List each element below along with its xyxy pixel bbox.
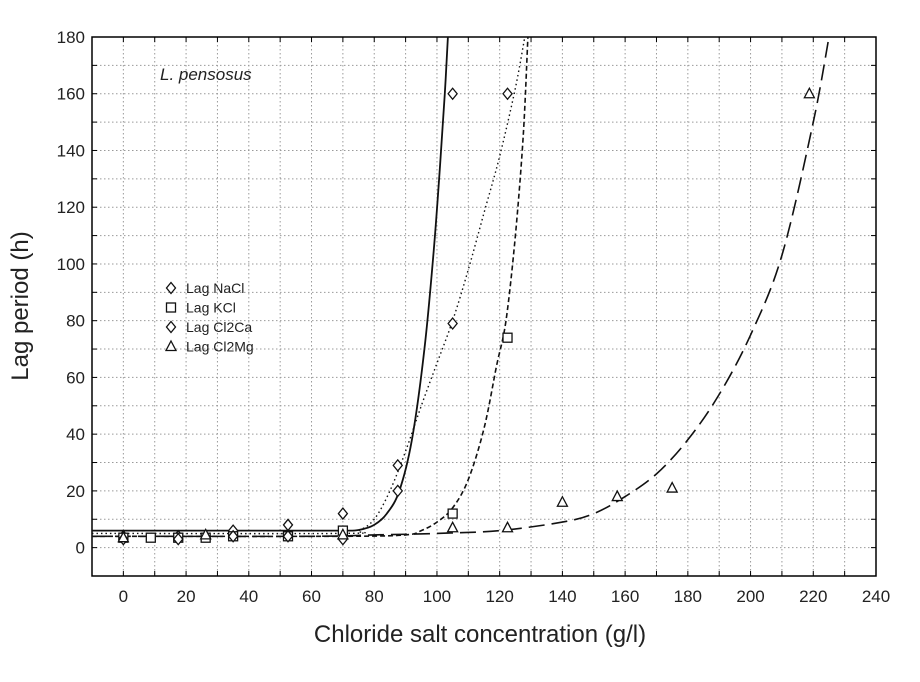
y-tick-label: 0 xyxy=(76,539,85,558)
y-tick-label: 60 xyxy=(66,368,85,387)
data-point-series-3 xyxy=(556,495,569,507)
species-annotation: L. pensosus xyxy=(160,65,252,84)
y-tick-label: 20 xyxy=(66,482,85,501)
x-tick-label: 220 xyxy=(799,587,827,606)
x-tick-label: 100 xyxy=(423,587,451,606)
grid xyxy=(92,37,876,576)
y-tick-label: 180 xyxy=(57,28,85,47)
data-point-series-3 xyxy=(446,520,459,533)
fit-curve-3 xyxy=(91,36,830,538)
data-point-series-3 xyxy=(803,86,816,99)
legend-label-1: Lag KCl xyxy=(186,300,236,316)
x-axis-title: Chloride salt concentration (g/l) xyxy=(314,621,646,648)
data-point-series-2 xyxy=(502,87,513,101)
legend-label-2: Lag Cl2Ca xyxy=(186,319,252,335)
data-point-series-0 xyxy=(337,507,349,521)
x-tick-label: 0 xyxy=(119,587,128,606)
fit-curve-2 xyxy=(91,36,526,535)
data-point-series-1 xyxy=(145,532,156,543)
data-point-series-3 xyxy=(611,489,624,502)
data-point-series-2 xyxy=(392,458,404,472)
x-tick-label: 180 xyxy=(674,587,702,606)
y-axis-title: Lag period (h) xyxy=(7,231,34,380)
x-tick-label: 20 xyxy=(177,587,196,606)
plot-frame xyxy=(91,36,877,577)
y-tick-label: 80 xyxy=(66,312,85,331)
fit-curve-1 xyxy=(91,36,529,538)
data-point-series-0 xyxy=(447,87,458,101)
data-point-series-3 xyxy=(199,527,212,540)
x-tick-label: 200 xyxy=(736,587,764,606)
y-tick-label: 160 xyxy=(57,85,85,104)
legend: Lag NaCl Lag KCl Lag Cl2Ca Lag Cl2Mg xyxy=(164,280,254,355)
data-point-series-3 xyxy=(336,527,349,540)
x-tick-label: 160 xyxy=(611,587,639,606)
data-point-series-1 xyxy=(447,508,458,519)
data-point-series-2 xyxy=(227,529,239,543)
y-tick-label: 100 xyxy=(57,255,85,274)
x-tick-label: 240 xyxy=(862,587,890,606)
x-tick-label: 120 xyxy=(485,587,513,606)
data-point-series-0 xyxy=(392,484,404,498)
legend-label-0: Lag NaCl xyxy=(186,280,244,296)
x-tick-label: 140 xyxy=(548,587,576,606)
data-point-series-3 xyxy=(501,520,514,533)
data-point-series-2 xyxy=(282,529,294,543)
x-tick-label: 60 xyxy=(302,587,321,606)
y-tick-label: 140 xyxy=(57,141,85,160)
legend-label-3: Lag Cl2Mg xyxy=(186,339,254,355)
data-point-series-2 xyxy=(172,532,184,546)
data-point-series-1 xyxy=(502,332,513,343)
data-point-series-2 xyxy=(447,316,458,331)
x-tick-label: 40 xyxy=(239,587,258,606)
legend-marker-2 xyxy=(165,320,177,334)
data-point-series-3 xyxy=(117,530,130,543)
y-tick-label: 40 xyxy=(66,425,85,444)
legend-marker-3 xyxy=(164,339,178,352)
data-point-series-3 xyxy=(666,481,679,493)
data-markers xyxy=(117,86,816,546)
x-tick-label: 80 xyxy=(365,587,384,606)
legend-marker-0 xyxy=(165,281,177,295)
y-tick-label: 120 xyxy=(57,198,85,217)
axis-ticks: 0 20 40 60 80 100 120 140 160 180 200 220 240 0 20 40 60… xyxy=(57,28,891,606)
legend-marker-1 xyxy=(165,302,177,313)
